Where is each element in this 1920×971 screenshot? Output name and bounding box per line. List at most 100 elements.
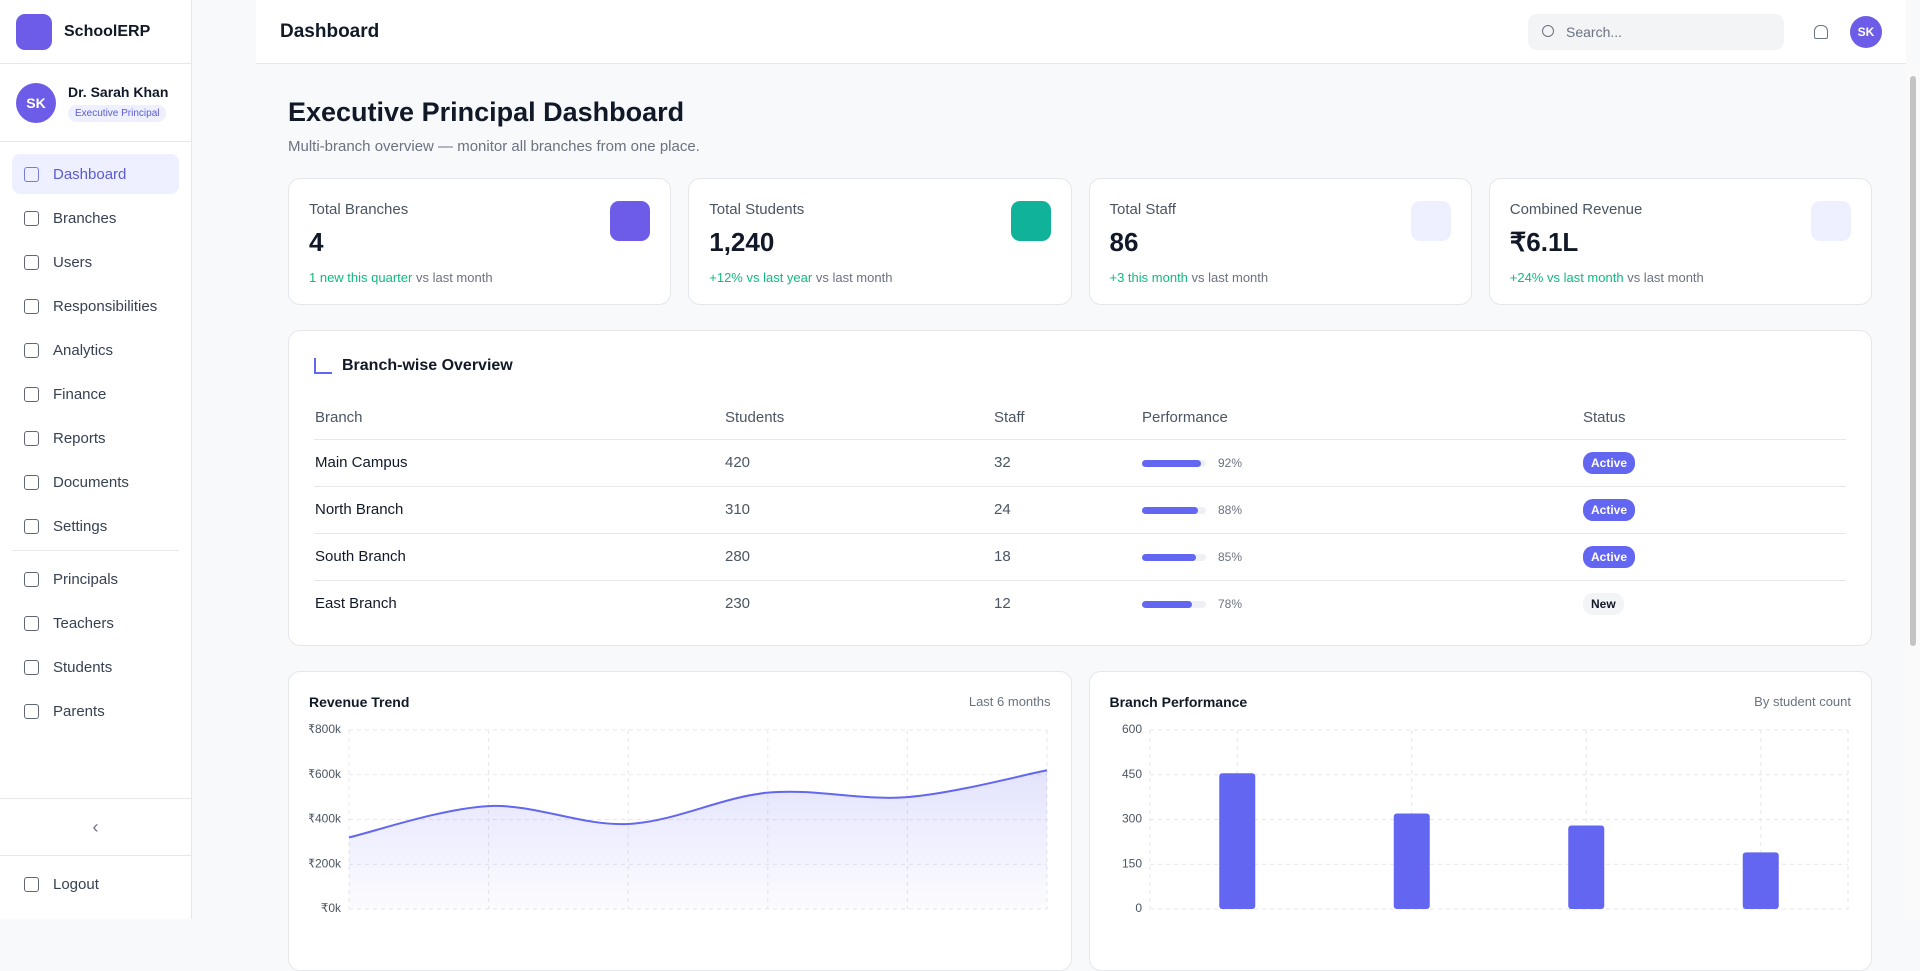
status-badge: Active [1583,545,1636,568]
bar [1742,852,1779,909]
content: Executive Principal Dashboard Multi-bran… [288,64,1872,971]
nav-item[interactable]: Dashboard [12,154,179,194]
nav-label: Branches [53,209,117,227]
stat-value: 4 [309,227,324,257]
subheading: Multi-branch overview — monitor all bran… [288,138,700,155]
chart-title: Branch Performance [1109,694,1248,710]
perf-bar [1142,600,1192,608]
stat-card: Total Students 1,240 +12% vs last year vs … [688,178,1072,305]
stat-icon [1811,201,1851,241]
icon [24,615,39,631]
heading: Executive Principal Dashboard [288,97,685,127]
stat-change: +24% vs last month vs last month [1510,270,1851,285]
nav-item[interactable]: Settings [12,506,179,546]
column-header: Branch [314,397,724,440]
stat-card: Total Staff 86 +3 this month vs last month [1088,178,1472,305]
status: Active [1582,486,1846,534]
nav-item[interactable]: Parents [12,691,179,731]
nav-label: Students [53,658,113,676]
collapse-button[interactable]: ‹ [0,798,191,856]
chart: 0 150 300 450 600 [1121,722,1848,915]
bar [1393,813,1430,909]
staff: 12 [994,595,1011,613]
scroll-thumb[interactable] [1910,76,1916,646]
change: +3 this month [1109,270,1188,285]
y-tick-label: ₹200k [309,856,342,870]
charts: Revenue Trend Last 6 months ₹0k ₹200k ₹400k ₹… [288,671,1872,971]
stat-value: 1,240 [709,227,775,257]
nav-item[interactable]: Finance [12,374,179,414]
table-row: Main Campus 420 32 92% Active [314,439,1846,487]
logo [16,13,52,50]
avatar[interactable]: SK [1850,15,1882,48]
table-row: South Branch 280 18 85% Active [314,533,1846,581]
stat-label: Total Students [709,201,805,218]
stat-change: 1 new this quarter vs last month [309,270,650,285]
line [348,769,1048,839]
y-tick-label: 450 [1121,767,1141,781]
nav: Dashboard Branches Users Responsibilities An… [0,142,191,731]
nav-item[interactable]: Analytics [12,330,179,370]
logout[interactable]: Logout [24,876,99,893]
chart-card: Revenue Trend Last 6 months ₹0k ₹200k ₹400k ₹… [288,671,1072,971]
chart-subtitle: By student count [1754,694,1851,709]
bar [1567,825,1604,909]
performance: 88% [1141,486,1582,534]
search-input[interactable]: Search... [1528,13,1784,50]
stats: Total Branches 4 1 new this quarter vs las… [288,178,1872,305]
perf-label: 85% [1218,550,1243,564]
table-row: North Branch 310 24 88% Active [314,486,1846,534]
perf-label: 78% [1218,597,1243,612]
nav-item[interactable]: Responsibilities [12,286,179,326]
table-card: Branch-wise Overview Branch Students Staff… [288,330,1872,646]
nav-label: Responsibilities [53,297,158,315]
status: New [1582,580,1846,627]
staff: 24 [993,486,1141,534]
stat-card: Combined Revenue ₹6.1L +24% vs last month … [1488,178,1872,305]
icon [24,166,39,182]
change-note: vs last month [415,270,493,285]
status-badge: Active [1583,498,1636,521]
nav-item[interactable]: Branches [12,198,179,238]
stat-icon [1410,201,1451,241]
icon [24,518,39,534]
icon [24,298,39,314]
stat-icon [610,201,651,241]
header-row: Branch Students Staff Performance Status [314,397,1846,440]
nav-label: Principals [53,570,119,588]
icon [24,430,39,446]
students: 310 [724,486,993,534]
icon [24,877,39,892]
nav-label: Analytics [53,341,114,359]
topbar: Dashboard Search... SK [256,0,1906,64]
y-tick-label: ₹800k [309,722,342,736]
nav-item[interactable]: Reports [12,418,179,458]
students: 280 [724,533,993,581]
nav-item[interactable]: Documents [12,462,179,502]
nav-item[interactable]: Principals [12,559,179,599]
icon [24,659,39,675]
nav-item[interactable]: Teachers [12,603,179,643]
perf-track [1142,600,1206,608]
brand[interactable]: SchoolERP [0,0,191,64]
notifications[interactable] [1814,24,1828,39]
perf-track [1142,459,1206,467]
stat-card: Total Branches 4 1 new this quarter vs las… [288,178,672,305]
staff: 18 [993,533,1141,581]
user-card: SK Dr. Sarah Khan Executive Principal [0,64,191,142]
scrollbar[interactable] [1906,64,1920,919]
stat-label: Total Staff [1109,201,1176,218]
performance: 92% [1141,439,1582,487]
stat-label: Combined Revenue [1509,201,1643,218]
bar [1218,773,1255,909]
user-role: Executive Principal [68,104,167,122]
perf-bar [1142,459,1201,467]
nav-label: Teachers [53,614,114,632]
perf-track [1142,506,1206,514]
students: 420 [724,439,993,487]
y-tick-label: ₹0k [321,901,342,915]
perf-track [1142,553,1206,561]
nav-item[interactable]: Students [12,647,179,687]
branch: Main Campus [314,439,724,487]
nav-item[interactable]: Users [12,242,179,282]
